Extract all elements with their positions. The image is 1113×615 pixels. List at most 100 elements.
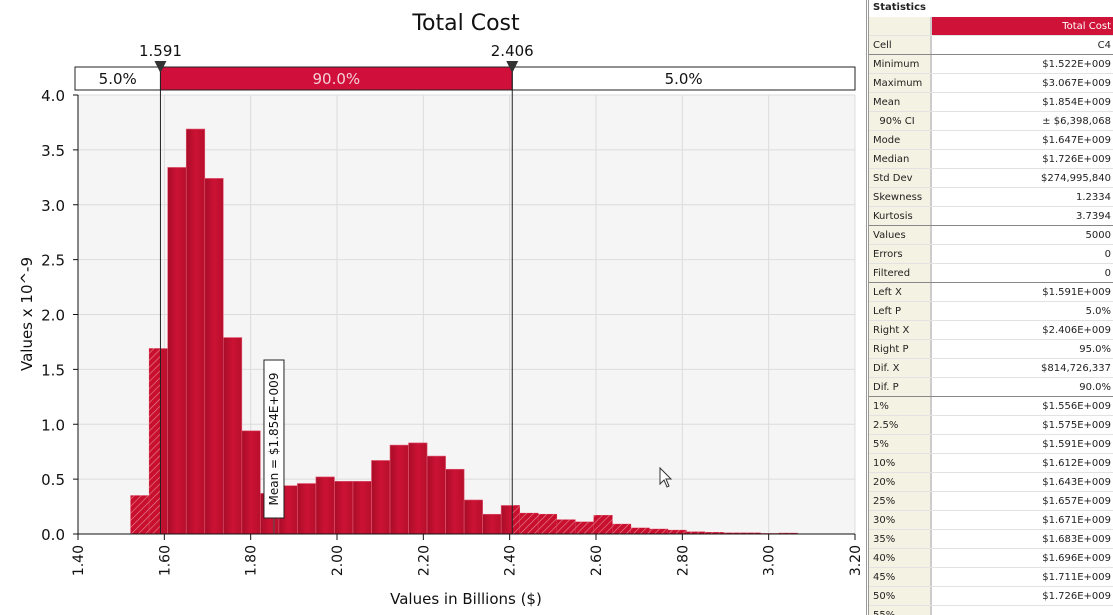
stat-label: Maximum (869, 74, 932, 92)
stat-row: 30% $1.671E+009 (869, 511, 1113, 530)
stat-value: $1.591E+009 (1042, 439, 1111, 450)
histogram-bar (426, 455, 446, 535)
histogram-bar (463, 499, 483, 535)
stat-value: $1.671E+009 (1042, 515, 1111, 526)
stat-label: 25% (869, 492, 932, 510)
stat-row: 2.5% $1.575E+009 (869, 416, 1113, 435)
stat-value: 95.0% (1079, 344, 1111, 355)
x-tick-label: 3.00 (762, 545, 778, 576)
stat-value: $1.591E+009 (1042, 287, 1111, 298)
histogram-bar (445, 468, 465, 535)
stat-value: 90.0% (1079, 382, 1111, 393)
y-tick-label: 3.5 (41, 142, 65, 160)
stat-row: Median $1.726E+009 (869, 150, 1113, 169)
stat-value: $1.711E+009 (1042, 572, 1111, 583)
stat-label: Filtered (869, 264, 932, 282)
stat-value: $1.575E+009 (1042, 420, 1111, 431)
stat-label: Median (869, 150, 932, 168)
stat-row: Kurtosis 3.7394 (869, 207, 1113, 226)
stat-row: Dif. X $814,726,337 (869, 359, 1113, 378)
stat-row: 90% CI ± $6,398,068 (869, 112, 1113, 131)
histogram-bar-tail-hatch (519, 513, 539, 534)
left-delimiter-value: 1.591 (139, 42, 182, 60)
stat-value: 3.7394 (1076, 211, 1111, 222)
right-delimiter-value: 2.406 (491, 42, 534, 60)
left-delimiter-handle-icon[interactable] (154, 61, 167, 73)
y-tick-label: 2.0 (41, 307, 65, 325)
stat-row: Mean $1.854E+009 (869, 93, 1113, 112)
stat-label: Kurtosis (869, 207, 932, 225)
x-tick-label: 2.80 (675, 545, 691, 576)
stat-label: 40% (869, 549, 932, 567)
stat-row: Values 5000 (869, 226, 1113, 245)
stat-row: 10% $1.612E+009 (869, 454, 1113, 473)
histogram-bar-tail-hatch (667, 530, 687, 534)
histogram-bar (297, 483, 317, 535)
histogram-bar-tail-hatch (556, 519, 576, 534)
histogram-bar-tail-hatch (130, 495, 150, 534)
stat-row: Right X $2.406E+009 (869, 321, 1113, 340)
stat-row: 1% $1.556E+009 (869, 397, 1113, 416)
stat-label: Values (869, 226, 932, 244)
y-tick-label: 4.0 (41, 87, 65, 105)
stat-row: 35% $1.683E+009 (869, 530, 1113, 549)
stat-row: Dif. P 90.0% (869, 378, 1113, 397)
histogram-bar-tail-hatch (723, 532, 743, 534)
histogram-bar-tail-hatch (686, 531, 705, 534)
y-tick-label: 2.5 (41, 252, 65, 270)
stat-value: $3.067E+009 (1042, 78, 1111, 89)
stat-row: Right P 95.0% (869, 340, 1113, 359)
x-tick-label: 2.20 (416, 545, 432, 576)
stat-label: 1% (869, 397, 932, 415)
stat-label: Minimum (869, 55, 932, 73)
histogram-bar (167, 167, 187, 535)
stat-label: 35% (869, 530, 932, 548)
stat-row: 40% $1.696E+009 (869, 549, 1113, 568)
stat-value: $1.643E+009 (1042, 477, 1111, 488)
stat-value: C4 (1097, 40, 1111, 51)
stat-label: Left P (869, 302, 932, 320)
stat-label: Cell (869, 36, 932, 54)
stat-label: Right P (869, 340, 932, 358)
x-tick-label: 2.60 (589, 545, 605, 576)
histogram-bar (482, 513, 502, 535)
x-tick-label: 3.20 (848, 545, 864, 576)
stat-label: Right X (869, 321, 932, 339)
middle-probability: 90.0% (313, 70, 361, 88)
stat-value: $1.556E+009 (1042, 401, 1111, 412)
right-probability: 5.0% (665, 70, 703, 88)
stat-row: 25% $1.657E+009 (869, 492, 1113, 511)
stat-value: $1.612E+009 (1042, 458, 1111, 469)
histogram-bar (315, 476, 335, 535)
histogram-bar (408, 442, 428, 535)
column-header-total-cost[interactable]: Total Cost (932, 17, 1113, 35)
histogram-bar (222, 337, 243, 535)
stat-value: $1.657E+009 (1042, 496, 1111, 507)
stat-value: 5000 (1085, 230, 1111, 241)
histogram-bar (389, 444, 409, 535)
histogram-bar (371, 460, 391, 535)
x-tick-label: 1.40 (71, 545, 87, 576)
stat-row: 5% $1.591E+009 (869, 435, 1113, 454)
stat-row: 45% $1.711E+009 (869, 568, 1113, 587)
histogram-bar-tail-hatch (512, 505, 520, 534)
stat-label: Mode (869, 131, 932, 149)
stat-value: ± $6,398,068 (1042, 116, 1111, 127)
y-tick-label: 0.5 (41, 471, 65, 489)
stat-value: $274,995,840 (1041, 173, 1111, 184)
statistics-panel: Statistics Total Cost Cell C4 Minimum $1.52… (866, 0, 1113, 615)
right-delimiter-handle-icon[interactable] (506, 61, 519, 73)
stat-value: 1.2334 (1076, 192, 1111, 203)
histogram-bar (185, 128, 206, 535)
left-probability: 5.0% (99, 70, 137, 88)
x-axis-label: Values in Billions ($) (390, 590, 542, 608)
histogram-bar-tail-hatch (538, 514, 557, 534)
histogram-bar-tail-hatch (742, 532, 761, 534)
mouse-cursor-icon (659, 466, 673, 488)
histogram-bar-tail-hatch (630, 527, 650, 534)
stat-row: Cell C4 (869, 36, 1113, 55)
histogram-bar-tail-hatch (149, 348, 161, 534)
stat-row: Skewness 1.2334 (869, 188, 1113, 207)
stat-label: 30% (869, 511, 932, 529)
